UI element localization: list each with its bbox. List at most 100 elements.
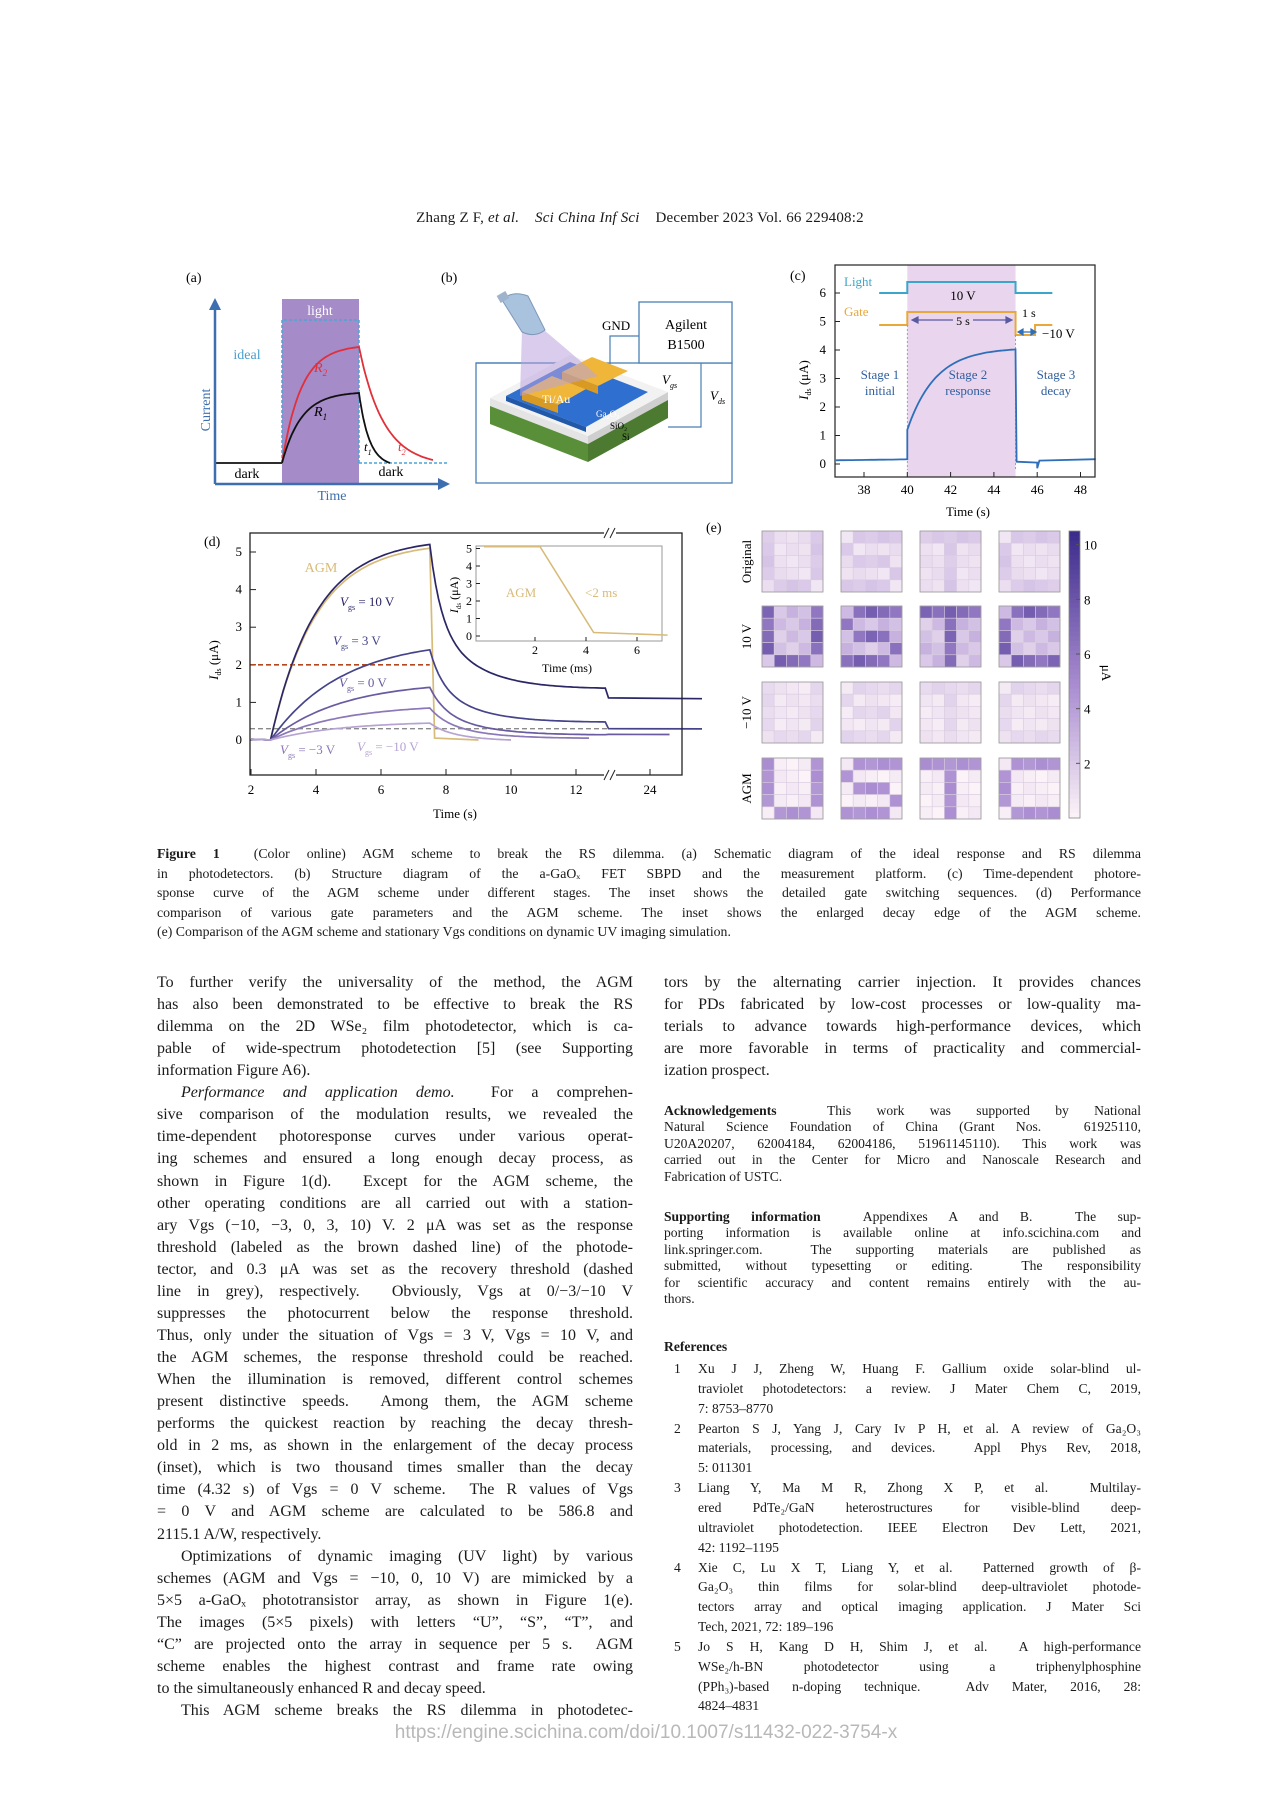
sio2-front — [490, 398, 588, 444]
pixel-cell — [761, 654, 775, 668]
pixel-cell — [889, 530, 903, 544]
pixel-cell — [840, 730, 854, 744]
reference-line: 4824–4831 — [698, 1698, 1141, 1714]
doi-watermark[interactable]: https://engine.scichina.com/doi/10.1007/… — [394, 1722, 898, 1743]
ideal-response-line — [281, 319, 360, 463]
pixel-cell — [1023, 530, 1036, 544]
stage-3-label: Stage 3 — [1037, 367, 1076, 382]
r1-curve — [281, 392, 391, 464]
pixel-grid-T — [919, 530, 982, 593]
pixel-cell — [1010, 730, 1024, 744]
supporting-info-line: Supporting information Appendixes A and … — [664, 1209, 1141, 1225]
pixel-cell — [956, 794, 970, 808]
pixel-cell — [773, 794, 787, 808]
series-line-vgs-1 — [250, 543, 703, 741]
pixel-cell — [889, 794, 903, 808]
pixel-cell — [877, 782, 891, 795]
pixel-cell — [810, 579, 824, 593]
pixel-cell — [998, 567, 1012, 581]
pixel-cell — [810, 769, 824, 783]
reference-number: 2 — [674, 1420, 681, 1436]
line-text: Tech, 2021, 72: 189–196 — [698, 1619, 834, 1635]
colorbar-tick-label: 2 — [1084, 756, 1091, 771]
pixel-cell — [865, 730, 878, 744]
line-text: Ga₂O₃ thin films for solar-blind deep-ul… — [698, 1579, 1141, 1595]
colorbar-segment — [1069, 760, 1080, 766]
pixel-cell — [865, 757, 878, 771]
pixel-cell — [956, 605, 970, 619]
pixel-cell — [1035, 542, 1049, 556]
pixel-cell — [786, 693, 799, 707]
pixel-cell — [1035, 681, 1049, 695]
line-text: 5: 011301 — [698, 1460, 753, 1476]
short-duration-arrow — [1016, 327, 1038, 337]
pixel-cell — [1010, 579, 1024, 593]
line-text: U20A20207, 62004184, 62004186, 519611451… — [664, 1135, 1141, 1151]
colorbar-segment — [1069, 736, 1080, 742]
pixel-cell — [944, 642, 957, 656]
electrode-pad — [522, 376, 586, 405]
supporting-info-line: for scientific accuracy and content rema… — [664, 1275, 1141, 1291]
colorbar-segment — [1069, 765, 1080, 771]
line-text: traviolet photodetectors: a review. J Ma… — [698, 1380, 1141, 1396]
pixel-grid-U — [761, 530, 824, 593]
pixel-cell — [919, 693, 933, 707]
colorbar-segment — [1069, 593, 1080, 599]
pixel-cell — [761, 806, 775, 820]
pixel-cell — [798, 642, 812, 656]
pixel-cell — [998, 730, 1012, 744]
reference-line: Liang Y, Ma M R, Zhong X P, et al. Multi… — [698, 1480, 1141, 1496]
pixel-cell — [956, 757, 970, 771]
bold-lead: Acknowledgements — [664, 1103, 777, 1118]
colorbar-segment — [1069, 712, 1080, 719]
line-text: present distinctive speeds. Among them, … — [157, 1393, 633, 1411]
pixel-cell — [956, 630, 970, 643]
line-text: For a comprehen- — [454, 1084, 634, 1102]
caption-line: (e) Comparison of the AGM scheme and sta… — [157, 924, 1141, 940]
si-substrate-front — [490, 404, 588, 462]
pixel-cell — [852, 555, 866, 568]
pixel-cell — [810, 681, 824, 695]
body-line: Optimizations of dynamic imaging (UV lig… — [181, 1548, 633, 1566]
inset-x-label: Time (ms) — [542, 661, 592, 675]
pixel-cell — [877, 579, 891, 593]
colorbar-segment — [1069, 602, 1080, 609]
y-tick-label: 5 — [236, 544, 243, 559]
pixel-cell — [1047, 630, 1061, 643]
colorbar-segment — [1069, 617, 1080, 623]
line-text: sponse curve of the AGM scheme under dif… — [157, 885, 1141, 900]
line-text: shown in Figure 1(d). Except for the AGM… — [157, 1172, 633, 1190]
body-line: are more favorable in terms of practical… — [664, 1040, 1141, 1058]
series-label-minus10v: Vgs = −10 V — [357, 739, 419, 757]
t2-label: t2 — [398, 439, 406, 457]
stage-1-desc: initial — [865, 383, 896, 398]
pixel-grid-U — [761, 605, 824, 668]
colorbar-tick-label: 8 — [1084, 592, 1091, 607]
line-text: Appendixes A and B. The sup- — [820, 1209, 1141, 1224]
reference-line: WSe₂/h-BN photodetector using a tripheny… — [698, 1659, 1141, 1675]
body-line: Performance and application demo. For a … — [181, 1084, 633, 1102]
pixel-grid-C — [998, 757, 1061, 820]
electrode-pad-edge — [522, 392, 558, 413]
line-text: porting information is available online … — [664, 1225, 1141, 1241]
line-text: scheme enables the highest contrast and … — [157, 1657, 633, 1675]
line-text: Pearton S J, Yang J, Cary Iv P H, et al.… — [698, 1420, 1141, 1436]
pixel-cell — [798, 769, 812, 783]
body-line: has also been demonstrated to be effecti… — [157, 996, 633, 1014]
pixel-cell — [1035, 530, 1049, 544]
pixel-cell — [931, 617, 945, 631]
pixel-cell — [786, 769, 799, 783]
pixel-cell — [761, 782, 775, 795]
pixel-cell — [840, 693, 854, 707]
pixel-cell — [1047, 757, 1061, 771]
pixel-grid-T — [919, 757, 982, 820]
pixel-cell — [889, 642, 903, 656]
pixel-cell — [889, 605, 903, 619]
pixel-cell — [931, 605, 945, 619]
header-authors: Zhang Z F, — [416, 210, 488, 226]
line-text: materials, processing, and devices. Appl… — [698, 1440, 1141, 1456]
y-tick-label: 1 — [820, 428, 827, 443]
body-line: time (4.32 s) of Vgs = 0 V scheme. The R… — [157, 1481, 633, 1499]
body-line: ary Vgs (−10, −3, 0, 3, 10) V. 2 μA was … — [157, 1217, 633, 1235]
pixel-cell — [931, 794, 945, 808]
